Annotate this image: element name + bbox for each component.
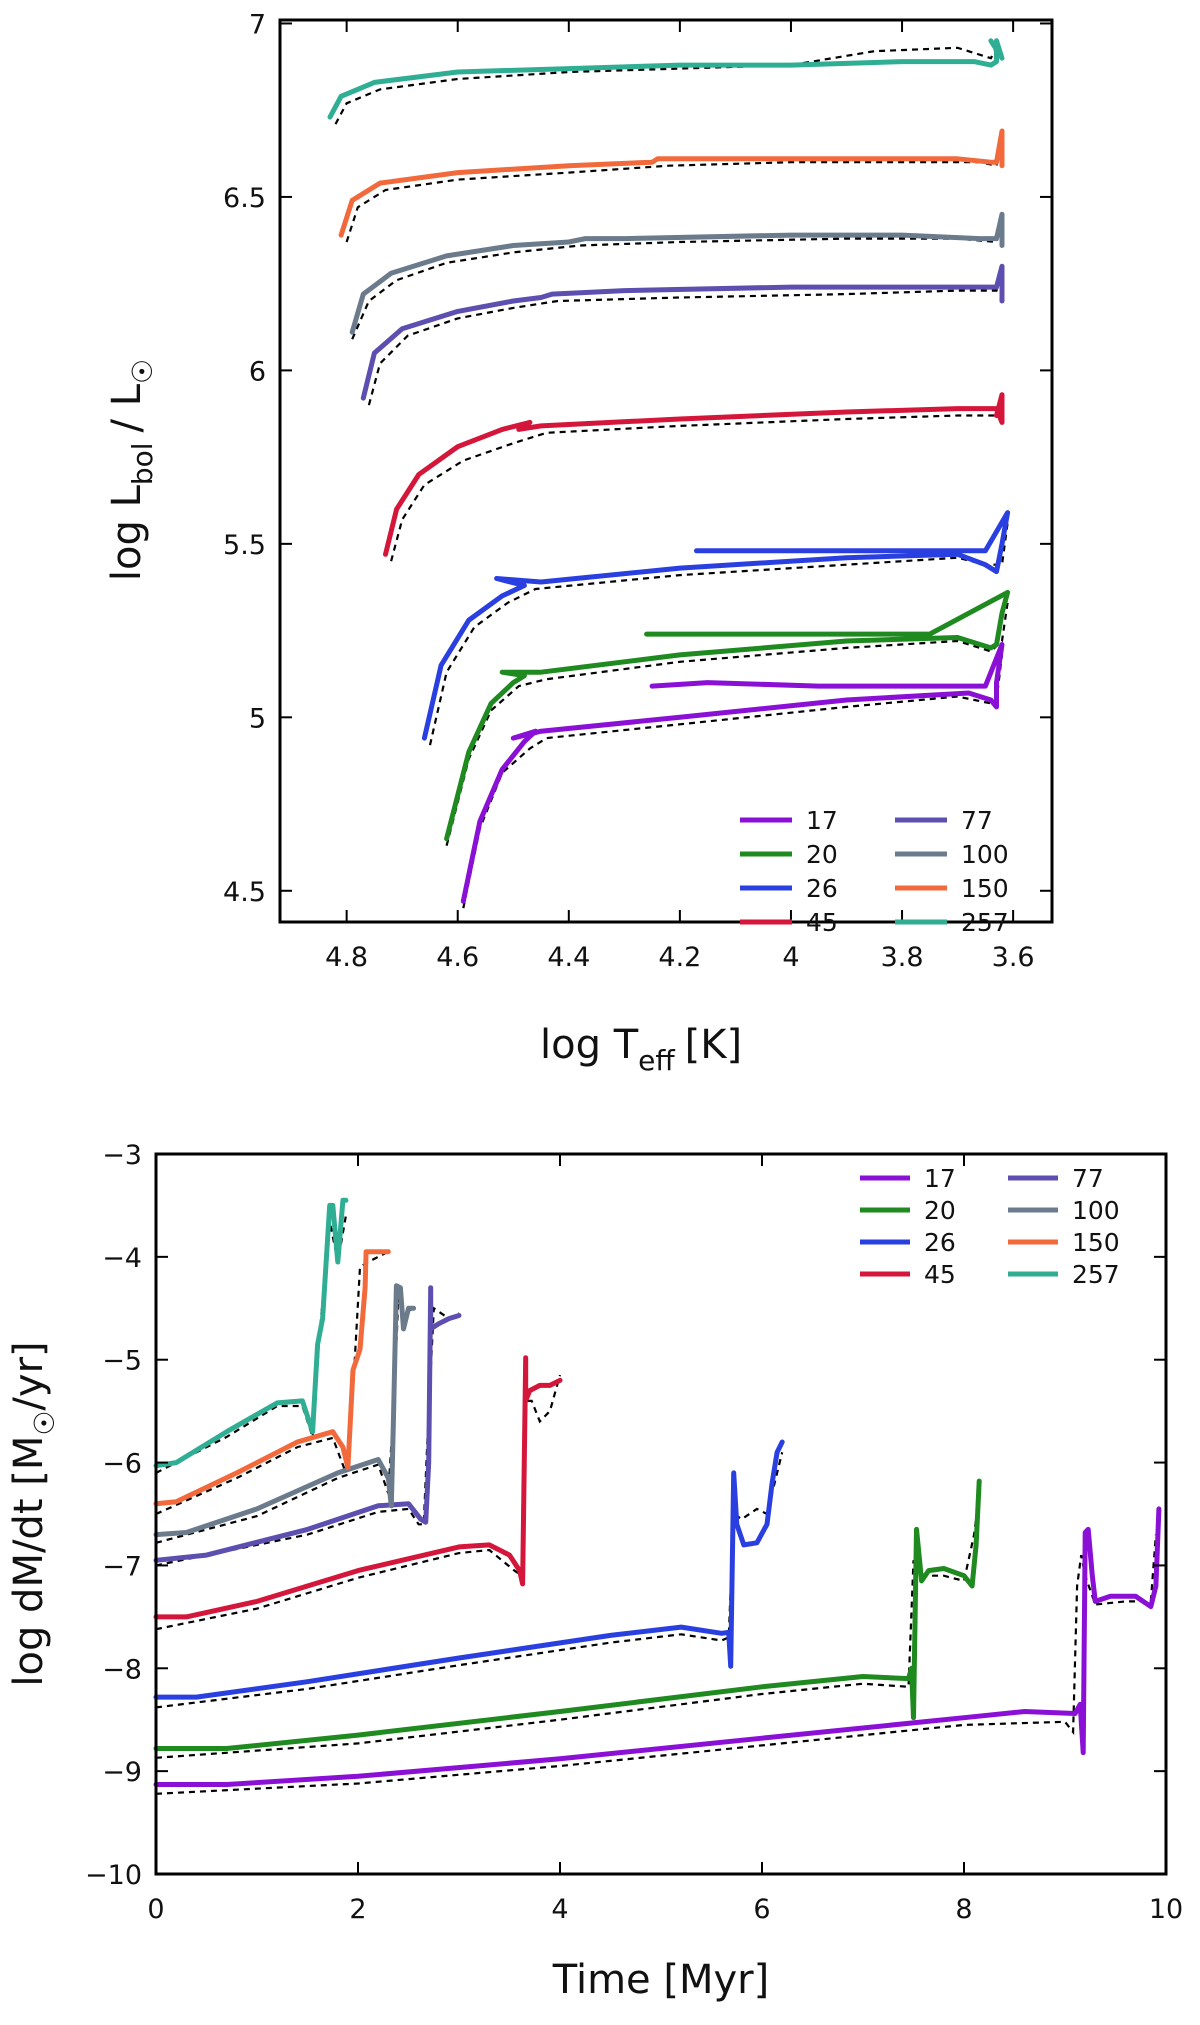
x-tick-label: 0	[147, 1894, 164, 1925]
x-tick-label: 3.8	[881, 942, 924, 973]
series-line-150	[338, 128, 1005, 238]
x-tick-label: 4	[551, 1894, 568, 1925]
legend-label-45: 45	[806, 908, 838, 937]
y-tick-label: −6	[102, 1449, 142, 1480]
hr-diagram-plot-frame	[278, 18, 1054, 924]
series-line-26	[421, 510, 1011, 741]
x-tick-label: 4	[782, 942, 799, 973]
x-tick-label: 6	[753, 1894, 770, 1925]
legend-label-45: 45	[924, 1260, 956, 1289]
reference-track-17	[462, 654, 1004, 909]
series-line-100	[349, 211, 1005, 335]
mass-loss-legend: 17 20 26 45 77 100 150 257	[860, 1164, 1120, 1289]
series-line-45	[383, 392, 1005, 557]
y-tick-label: 5.5	[223, 530, 266, 561]
y-tick-label: −4	[102, 1243, 142, 1274]
legend-label-100: 100	[1072, 1196, 1120, 1225]
hr-diagram-x-axis-label: log Teff [K]	[540, 1022, 742, 1077]
series-line-100	[153, 1283, 417, 1538]
hr-diagram-x-ticks: 4.8 4.6 4.4 4.2 4 3.8 3.6	[325, 20, 1035, 973]
reference-track-17	[155, 1534, 1157, 1795]
hr-diagram-y-ticks: 4.5 5 5.5 6 6.5 7	[223, 9, 1052, 908]
hr-diagram-data-layer	[327, 38, 1011, 909]
legend-label-20: 20	[924, 1196, 956, 1225]
x-tick-label: 4.2	[658, 942, 701, 973]
x-tick-label: 4.8	[325, 942, 368, 973]
y-tick-label: 7	[249, 9, 266, 40]
hr-diagram-y-axis-label: log Lbol/ L☉	[104, 359, 159, 581]
series-line-257	[327, 38, 1005, 120]
reference-track-26	[428, 522, 1009, 746]
legend-label-77: 77	[961, 806, 993, 835]
reference-track-77	[367, 276, 1004, 406]
reference-track-45	[155, 1374, 562, 1631]
reference-track-257	[334, 46, 998, 125]
x-tick-label: 2	[349, 1894, 366, 1925]
series-line-257	[153, 1197, 349, 1469]
mass-loss-data-layer	[153, 1197, 1162, 1795]
x-tick-label: 4.6	[436, 942, 479, 973]
y-tick-label: 5	[249, 703, 266, 734]
reference-track-77	[155, 1306, 460, 1567]
reference-track-150	[345, 141, 1004, 243]
reference-track-45	[390, 401, 1004, 562]
mass-loss-chart: 0 2 4 6 8 10 −10−9−8−7−6−5−4−3 17202645771001…	[6, 1140, 1183, 2003]
series-line-45	[153, 1355, 563, 1620]
legend-label-77: 77	[1072, 1164, 1104, 1193]
reference-track-20	[155, 1493, 981, 1759]
x-tick-label: 8	[955, 1894, 972, 1925]
mass-loss-plot-frame	[154, 1152, 1168, 1876]
series-line-17	[460, 642, 1005, 904]
series-line-20	[444, 589, 1011, 842]
series-line-26	[153, 1439, 785, 1700]
legend-label-20: 20	[806, 840, 838, 869]
y-tick-label: −8	[102, 1654, 142, 1685]
legend-label-17: 17	[924, 1164, 956, 1193]
series-line-20	[153, 1478, 982, 1751]
y-tick-label: −7	[102, 1551, 142, 1582]
legend-label-26: 26	[806, 874, 838, 903]
x-tick-label: 4.4	[547, 942, 590, 973]
legend-label-257: 257	[1072, 1260, 1120, 1289]
y-tick-label: 6.5	[223, 183, 266, 214]
mass-loss-x-ticks: 0 2 4 6 8 10	[147, 1154, 1183, 1925]
y-tick-label: −5	[102, 1346, 142, 1377]
legend-label-17: 17	[806, 806, 838, 835]
hr-diagram-legend: 17 20 26 45 77 100 150 257	[740, 806, 1009, 937]
y-tick-label: −9	[102, 1757, 142, 1788]
mass-loss-y-ticks: −10 −9 −8 −7 −6 −5 −4 −3	[85, 1140, 1166, 1891]
y-tick-label: −10	[85, 1860, 142, 1891]
hr-diagram-chart: 4.8 4.6 4.4 4.2 4 3.8 3.6 4.555.566.57 1720264…	[104, 9, 1054, 1077]
x-tick-label: 10	[1149, 1894, 1183, 1925]
legend-label-150: 150	[1072, 1228, 1120, 1257]
x-tick-label: 3.6	[992, 942, 1035, 973]
series-line-150	[153, 1249, 391, 1507]
mass-loss-x-axis-label: Time [Myr]	[552, 1957, 769, 2003]
legend-label-257: 257	[961, 908, 1009, 937]
legend-label-150: 150	[961, 874, 1009, 903]
mass-loss-y-axis-label: log dM/dt [M☉/yr]	[6, 1341, 61, 1686]
y-tick-label: −3	[102, 1140, 142, 1171]
y-tick-label: 4.5	[223, 877, 266, 908]
legend-label-100: 100	[961, 840, 1009, 869]
series-line-77	[153, 1285, 462, 1563]
legend-label-26: 26	[924, 1228, 956, 1257]
series-line-17	[153, 1506, 1162, 1787]
reference-track-26	[155, 1452, 784, 1709]
y-tick-label: 6	[249, 356, 266, 387]
series-line-77	[360, 263, 1005, 401]
